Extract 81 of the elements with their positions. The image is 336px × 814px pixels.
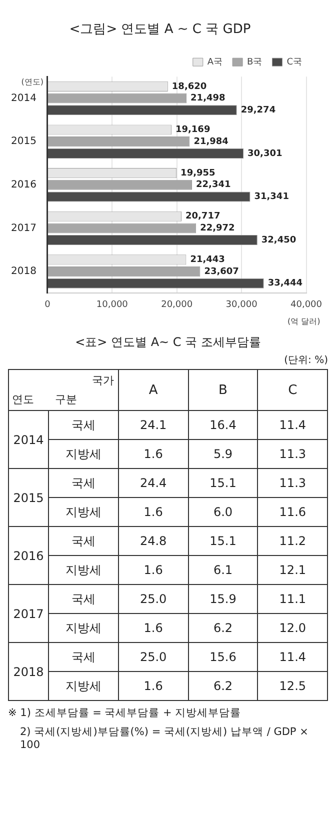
annotation: ※ 1) 조세부담률 = 국세부담률 + 지방세부담률 [8,706,242,720]
data-label: 25.0 [118,584,188,614]
data-label: 20,717 [185,212,220,222]
legend-label: A국 [207,57,223,68]
data-label: 11.3 [258,468,328,498]
x-tick-label: 20,000 [161,300,193,310]
x-axis-title: (억 달러) [287,317,320,326]
x-axis-title: 국가 [92,373,114,388]
data-label: 1.6 [118,440,188,468]
y-tick-label: 2017 [10,222,36,234]
data-label: 12.5 [258,672,328,700]
data-label: 30,301 [248,148,282,159]
data-label: 11.6 [258,498,328,526]
data-label: 1.6 [118,498,188,526]
chart-title: <그림> 연도별 A ~ C 국 GDP [69,22,251,38]
data-label: 32,450 [261,235,296,246]
text: 2) 국세(지방세)부담률(%) = 국세(지방세) 납부액 / GDP × 100 [19,725,310,751]
data-label: 6.2 [188,614,258,642]
legend-label: B국 [247,57,262,68]
data-label: 12.0 [258,614,328,642]
data-label: 15.1 [188,468,258,498]
y-tick-label: 2018 [10,266,36,278]
data-label: 24.8 [118,526,188,556]
x-tick-label: 0 [44,300,51,310]
data-label: 29,274 [240,105,276,116]
data-label: 25.0 [118,642,188,672]
data-label: 5.9 [188,440,258,468]
y-tick-label: 지방세 [48,498,118,526]
x-tick-label: C [258,370,328,410]
y-axis-title: (연도) [21,78,44,87]
y-tick-label: 2016 [10,179,36,190]
text: (단위: %) [283,354,328,367]
y-tick-label: 국세 [48,410,118,440]
data-label: 1.6 [118,556,188,584]
data-label: 23,607 [204,266,239,277]
legend-label: C국 [286,57,302,68]
y-tick-label: 지방세 [48,440,118,468]
chart-title: <표> 연도별 A~ C 국 조세부담률 [74,334,262,351]
data-label: 11.1 [258,584,328,614]
data-label: 24.1 [118,410,188,440]
data-label: 12.1 [258,556,328,584]
data-label: 21,984 [194,136,228,147]
data-label: 1.6 [118,672,188,700]
x-tick-label: A [118,370,188,410]
x-tick-label: 30,000 [226,300,258,310]
y-axis-title: 연도 [12,392,34,407]
data-label: 24.4 [118,468,188,498]
data-label: 33,444 [268,278,303,289]
y-tick-label: 국세 [48,468,118,498]
data-label: 22,341 [196,180,231,190]
data-label: 11.3 [258,440,328,468]
y-tick-label: 2015 [10,136,36,148]
y-tick-label: 국세 [48,642,118,672]
y-tick-label: 국세 [48,526,118,556]
data-label: 19,169 [175,125,210,136]
data-label: 11.2 [258,526,328,556]
data-label: 31,341 [254,192,289,202]
data-label: 21,443 [190,255,225,266]
x-tick-label: 40,000 [290,300,322,310]
data-label: 19,955 [180,168,216,178]
data-label: 15.9 [188,584,258,614]
y-tick-label: 지방세 [48,614,118,642]
data-label: 22,972 [200,224,235,234]
data-label: 15.1 [188,526,258,556]
data-label: 1.6 [118,614,188,642]
x-tick-label: B [188,370,258,410]
y-tick-label: 지방세 [48,672,118,700]
data-label: 11.4 [258,642,328,672]
data-label: 16.4 [188,410,258,440]
data-label: 6.0 [188,498,258,526]
data-label: 11.4 [258,410,328,440]
data-label: 21,498 [190,94,226,104]
y-tick-label: 2014 [10,92,36,104]
data-label: 6.1 [188,556,258,584]
data-label: 15.6 [188,642,258,672]
data-label: 6.2 [188,672,258,700]
y-tick-label: 지방세 [48,556,118,584]
text: 구분 [55,392,77,407]
data-label: 18,620 [172,82,207,92]
x-tick-label: 10,000 [96,300,128,310]
y-tick-label: 국세 [48,584,118,614]
